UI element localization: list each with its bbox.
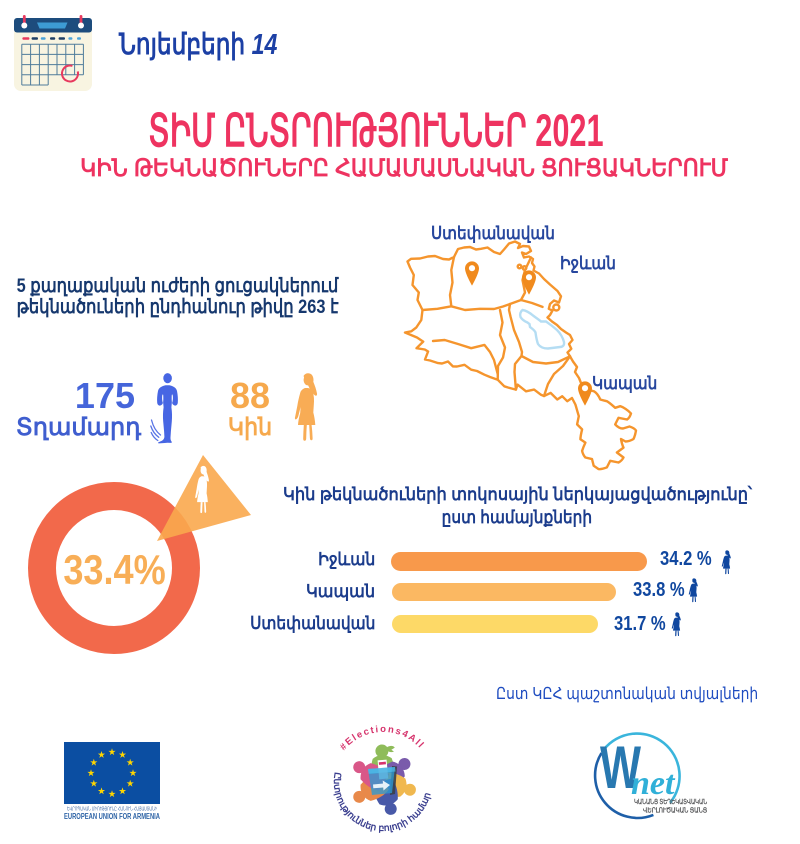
- svg-text:W: W: [600, 734, 641, 801]
- svg-text:ԿԱՆԱՆՑ ՏԵՂԵԿԱՏՎԱԿԱՆ: ԿԱՆԱՆՑ ՏԵՂԵԿԱՏՎԱԿԱՆ: [634, 798, 707, 806]
- svg-text:ԵՎՐՈՊԱԿԱՆ ՄԻՈՒԹՅՈՒՆԸ ՀԱՆՈՒՆ ՀԱ: ԵՎՐՈՊԱԿԱՆ ՄԻՈՒԹՅՈՒՆԸ ՀԱՆՈՒՆ ՀԱՅԱՍՏԱՆԻ: [67, 807, 157, 813]
- svg-text:net: net: [631, 765, 676, 802]
- svg-text:EUROPEAN UNION FOR ARMENIA: EUROPEAN UNION FOR ARMENIA: [64, 812, 160, 821]
- svg-text:ՎԵՐԼՈՒԾԱԿԱՆ ՑԱՆՑ: ՎԵՐԼՈՒԾԱԿԱՆ ՑԱՆՑ: [643, 807, 707, 815]
